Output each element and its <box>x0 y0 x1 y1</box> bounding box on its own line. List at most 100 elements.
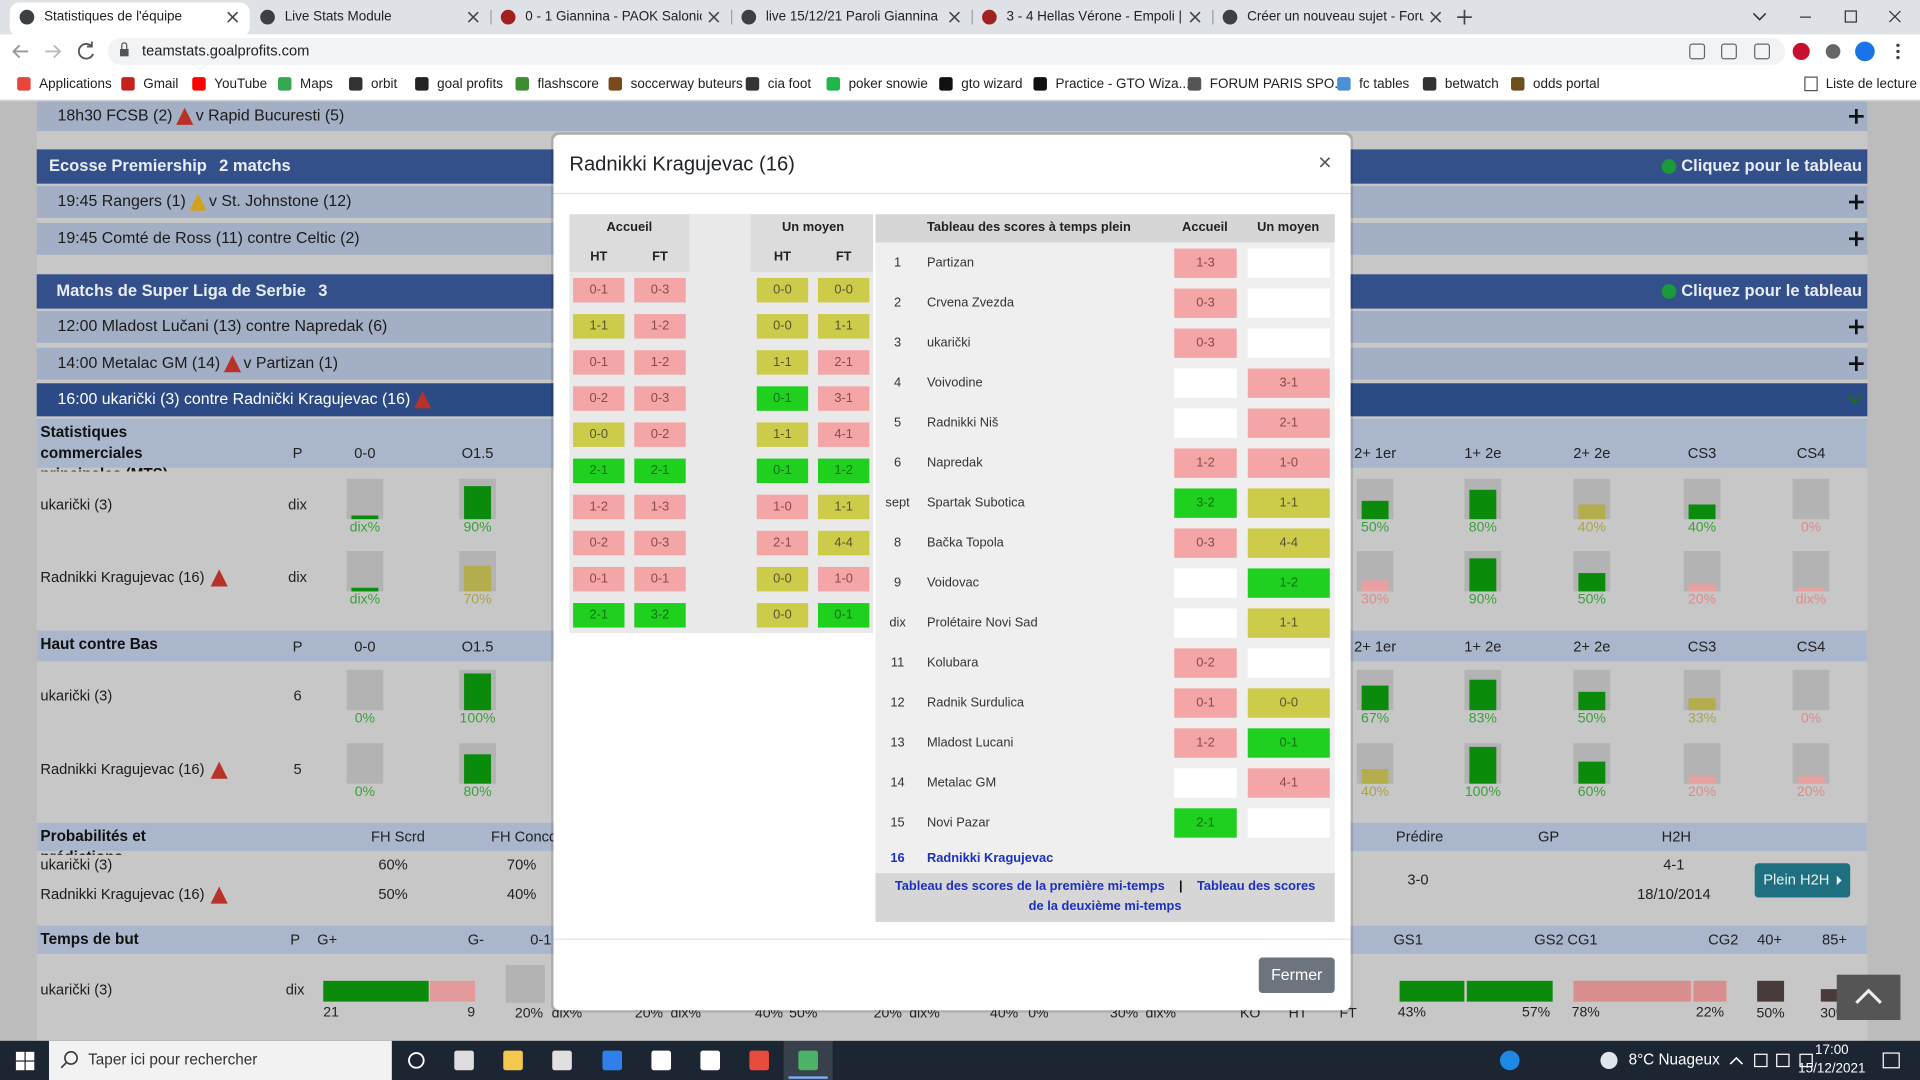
team-name: Radnikki Kragujevac (16) <box>40 887 204 903</box>
score-cell <box>573 277 625 303</box>
table-link[interactable]: Cliquez pour le tableau <box>1681 281 1862 300</box>
bookmark[interactable]: FORUM PARIS SPO... <box>1187 76 1346 91</box>
tab[interactable]: 0 - 1 Giannina - PAOK Salonique <box>490 9 722 25</box>
bookmark[interactable]: goal profits <box>415 76 503 91</box>
modal-close[interactable]: × <box>1318 149 1332 175</box>
bookmark[interactable]: Applications <box>17 76 112 91</box>
reload-button[interactable] <box>77 41 94 60</box>
h2h-button[interactable]: Plein H2H <box>1754 863 1851 898</box>
score-cell <box>634 350 686 375</box>
bookmark[interactable]: YouTube <box>192 76 267 91</box>
back-button[interactable] <box>12 44 29 59</box>
match-row[interactable]: 18h30 FCSB (2) v Rapid Bucuresti (5) <box>36 101 1868 132</box>
played: dix <box>286 982 305 998</box>
taskbar-app[interactable] <box>602 1050 623 1071</box>
taskbar-app[interactable] <box>552 1050 572 1071</box>
score-text: 2-1 <box>834 354 853 369</box>
tab[interactable]: Live Stats Module <box>260 9 479 25</box>
bookmark[interactable]: flashscore <box>515 76 599 91</box>
mini-bar-label: 20% <box>1688 783 1717 799</box>
column-label: 0-0 <box>354 640 375 656</box>
mini-bar-box <box>346 669 384 711</box>
tab[interactable]: 3 - 4 Hellas Vérone - Empoli | Co <box>971 9 1203 25</box>
section-title-box: Probabilités et prédictions <box>40 827 224 855</box>
column-label: FH Scrd <box>371 829 425 845</box>
mini-bar <box>1361 580 1389 592</box>
bookmark[interactable]: betwatch <box>1422 76 1499 91</box>
split-label: 43% <box>1398 1003 1427 1019</box>
bookmark-title: gto wizard <box>961 76 1022 91</box>
team: Voidovac <box>927 574 980 589</box>
reading-list[interactable]: Liste de lecture <box>1804 76 1917 92</box>
league-count: 2 matchs <box>219 156 291 175</box>
score-text: 0-3 <box>651 390 670 405</box>
score-text: 2-1 <box>589 607 608 622</box>
bookmark[interactable]: odds portal <box>1511 76 1600 91</box>
column-label: P <box>293 446 303 462</box>
taskbar-app[interactable] <box>798 1050 818 1071</box>
weather-icon <box>1600 1051 1618 1069</box>
mini-bar <box>464 754 492 784</box>
bookmark[interactable]: fc tables <box>1337 76 1410 91</box>
team: Partizan <box>927 255 974 270</box>
bookmark-icon <box>1511 77 1525 91</box>
reading-icon <box>1804 76 1818 92</box>
table-link[interactable]: Cliquez pour le tableau <box>1681 156 1862 175</box>
taskbar-app[interactable] <box>503 1050 523 1071</box>
score-text: 0-1 <box>589 282 608 297</box>
score-cell <box>817 350 870 375</box>
taskbar-app[interactable] <box>749 1050 769 1071</box>
scroll-top[interactable] <box>1836 974 1901 1020</box>
played: dix <box>288 570 307 586</box>
table-footer <box>875 873 1335 923</box>
h2h-button-text: Plein H2H <box>1763 872 1829 888</box>
bookmark[interactable]: soccerway buteurs <box>608 76 743 91</box>
search-icon <box>60 1062 67 1069</box>
section-title-box: Temps de but <box>40 929 224 950</box>
bookmark[interactable]: orbit <box>348 76 397 91</box>
column-label: GP <box>1538 829 1559 845</box>
score-cell <box>756 386 809 411</box>
tab[interactable]: Créer un nouveau sujet - Forum <box>1212 9 1442 25</box>
address-bar[interactable] <box>107 37 1786 65</box>
bookmark[interactable]: Gmail <box>121 76 178 91</box>
mini-bar <box>1688 504 1716 520</box>
section-title: Temps de but <box>40 929 224 950</box>
second-half-link[interactable]: Tableau des scores de la deuxième mi-tem… <box>1028 879 1316 914</box>
taskbar-app[interactable] <box>651 1050 672 1071</box>
close-button[interactable]: Fermer <box>1258 957 1335 994</box>
played: 6 <box>293 689 301 705</box>
column-label: CS4 <box>1797 446 1826 462</box>
bookmark[interactable]: cia foot <box>745 76 812 91</box>
match-text: v Partizan (1) <box>243 355 338 372</box>
table-header: Un moyen <box>1257 219 1319 234</box>
bookmark[interactable]: poker snowie <box>826 76 928 91</box>
taskbar-app[interactable] <box>454 1050 474 1071</box>
split-label: 22% <box>1696 1003 1725 1019</box>
bookmark[interactable]: Practice - GTO Wiza... <box>1033 76 1190 91</box>
half-time-link[interactable]: Tableau des scores de la première mi-tem… <box>894 879 1165 894</box>
split-bar <box>1573 980 1691 1002</box>
tab[interactable]: Statistiques de l'équipe <box>9 2 250 37</box>
team-name: ukarički (3) <box>40 858 112 874</box>
score-text: 0-2 <box>651 426 670 441</box>
score-cell <box>634 314 686 339</box>
score-cell <box>1174 808 1237 838</box>
score-cell <box>573 494 625 520</box>
bookmark-icon <box>745 77 760 91</box>
score-text: 0-0 <box>773 282 792 297</box>
score-cell <box>817 277 870 303</box>
lock-shackle <box>121 42 128 49</box>
forward-button[interactable] <box>45 44 62 59</box>
taskbar-app[interactable] <box>700 1050 720 1071</box>
tab[interactable]: live 15/12/21 Paroli Giannina pao <box>731 9 964 25</box>
search-box[interactable] <box>48 1040 392 1080</box>
mini-bar <box>1578 761 1606 784</box>
bookmark[interactable]: Maps <box>277 76 333 91</box>
score-text: 0-3 <box>1196 295 1215 310</box>
bookmark[interactable]: gto wizard <box>939 76 1023 91</box>
score-text: 0-0 <box>773 607 792 622</box>
score-cell <box>634 422 686 447</box>
spacer <box>1183 879 1197 894</box>
tab-close <box>708 11 720 23</box>
